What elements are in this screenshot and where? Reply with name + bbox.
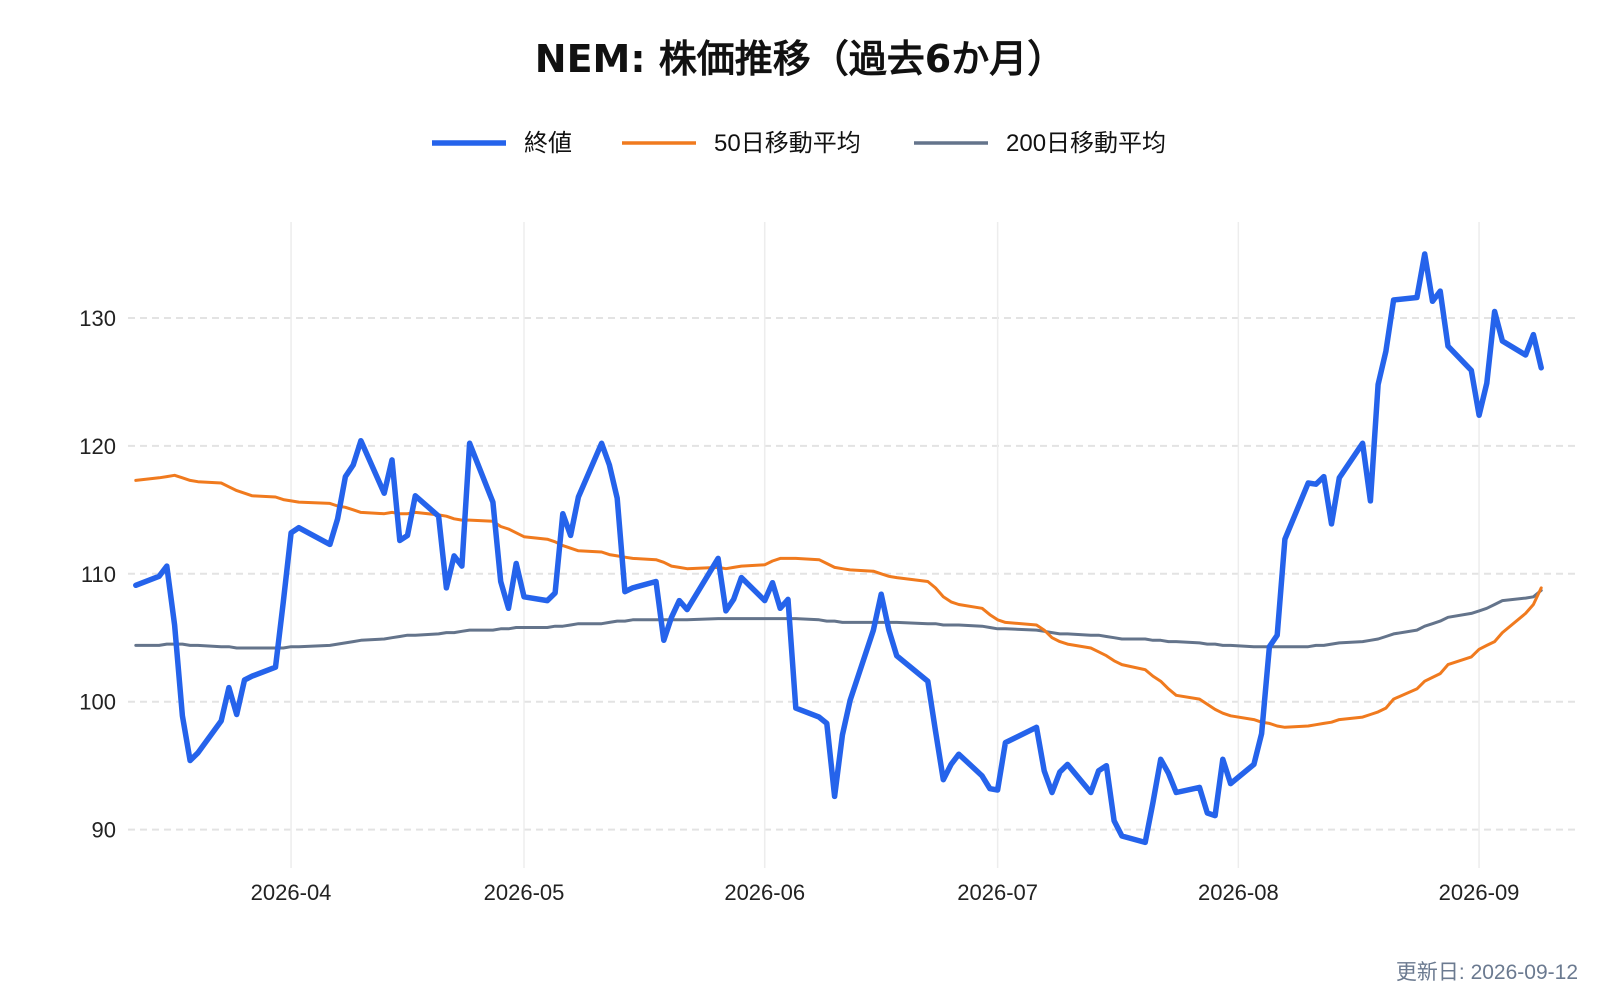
x-tick-label: 2026-07 xyxy=(957,880,1038,905)
y-tick-label: 100 xyxy=(79,690,116,715)
x-axis: 2026-04 2026-05 2026-06 2026-07 2026-08 2026-… xyxy=(251,880,1520,905)
series-line-ma50 xyxy=(134,473,1543,729)
chart-title: NEM: 株価推移（過去6か月） xyxy=(534,37,1066,81)
series-line-ma200 xyxy=(134,588,1543,650)
x-tick-label: 2026-04 xyxy=(251,880,332,905)
x-tick-label: 2026-06 xyxy=(724,880,805,905)
legend-label-ma200: 200日移動平均 xyxy=(1006,130,1166,157)
legend-label-close: 終値 xyxy=(524,130,572,157)
y-tick-label: 110 xyxy=(81,562,116,587)
x-tick-label: 2026-09 xyxy=(1439,880,1520,905)
updated-date: 更新日: 2026-09-12 xyxy=(1395,961,1578,984)
legend-label-ma50: 50日移動平均 xyxy=(714,130,861,157)
series-line-close xyxy=(133,251,1544,846)
y-tick-label: 130 xyxy=(79,306,116,331)
y-tick-label: 90 xyxy=(92,818,116,843)
gridlines xyxy=(128,222,1580,868)
y-axis: 90 100 110 120 130 xyxy=(79,306,116,843)
series-layer xyxy=(133,251,1544,846)
y-tick-label: 120 xyxy=(79,434,116,459)
x-tick-label: 2026-05 xyxy=(484,880,565,905)
x-tick-label: 2026-08 xyxy=(1198,880,1279,905)
legend: 終値 50日移動平均 200日移動平均 xyxy=(432,130,1166,157)
